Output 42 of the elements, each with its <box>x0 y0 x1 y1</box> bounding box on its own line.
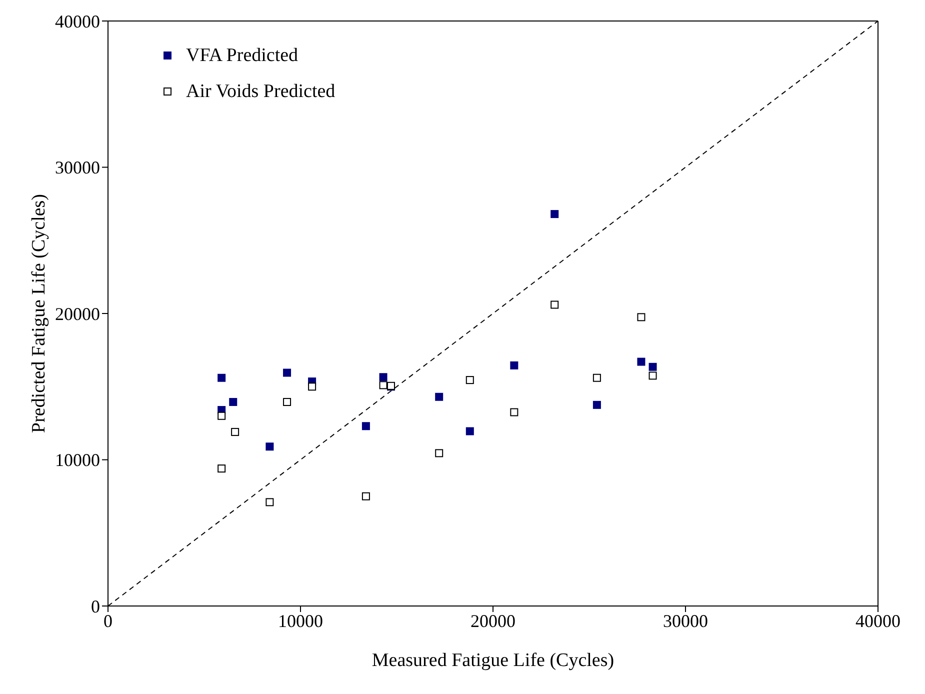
x-tick-label: 40000 <box>856 610 900 631</box>
point <box>466 427 474 436</box>
point <box>266 442 274 451</box>
point <box>218 412 226 420</box>
point <box>229 398 238 406</box>
point <box>283 398 292 406</box>
point <box>362 422 370 430</box>
point <box>466 376 474 384</box>
point <box>308 382 316 391</box>
x-tick-label: 10000 <box>278 610 323 631</box>
x-tick-label: 30000 <box>663 610 708 631</box>
point <box>362 492 370 500</box>
legend-label: VFA Predicted <box>186 45 298 67</box>
point <box>435 392 444 401</box>
point <box>283 368 292 377</box>
legend-label: Air Voids Predicted <box>186 81 336 103</box>
point <box>592 400 601 409</box>
point <box>231 428 240 436</box>
point <box>550 300 559 309</box>
point <box>592 374 601 382</box>
point <box>510 361 518 370</box>
point <box>266 498 274 506</box>
x-tick-label: 20000 <box>470 610 516 631</box>
y-tick-label: 10000 <box>55 450 100 470</box>
y-tick-label: 30000 <box>55 158 100 178</box>
point <box>379 381 388 390</box>
point <box>379 373 388 382</box>
point <box>510 408 518 416</box>
y-tick-label: 40000 <box>55 11 100 32</box>
point <box>218 464 226 473</box>
point <box>435 449 444 458</box>
x-axis-title: Measured Fatigue Life (Cycles) <box>372 650 614 671</box>
point <box>648 362 657 371</box>
y-tick-label: 0 <box>91 596 100 616</box>
point <box>218 374 226 382</box>
point <box>637 358 646 366</box>
y-tick-label: 20000 <box>55 304 100 324</box>
point <box>637 313 646 322</box>
x-tick-label: 0 <box>104 610 112 631</box>
point <box>550 210 559 218</box>
point <box>648 372 657 380</box>
y-axis-title: Predicted Fatigue Life (Cycles) <box>28 194 50 434</box>
